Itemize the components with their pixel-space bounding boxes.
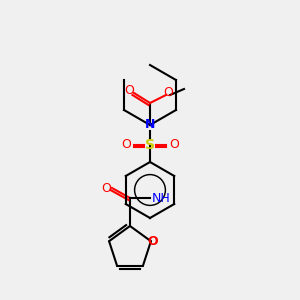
Text: NH: NH xyxy=(152,191,171,205)
Text: N: N xyxy=(145,118,155,131)
Text: O: O xyxy=(163,86,173,100)
Text: O: O xyxy=(148,235,158,248)
Text: O: O xyxy=(169,139,179,152)
Text: O: O xyxy=(124,85,134,98)
Text: S: S xyxy=(145,138,155,152)
Text: O: O xyxy=(101,182,111,194)
Text: O: O xyxy=(121,139,131,152)
